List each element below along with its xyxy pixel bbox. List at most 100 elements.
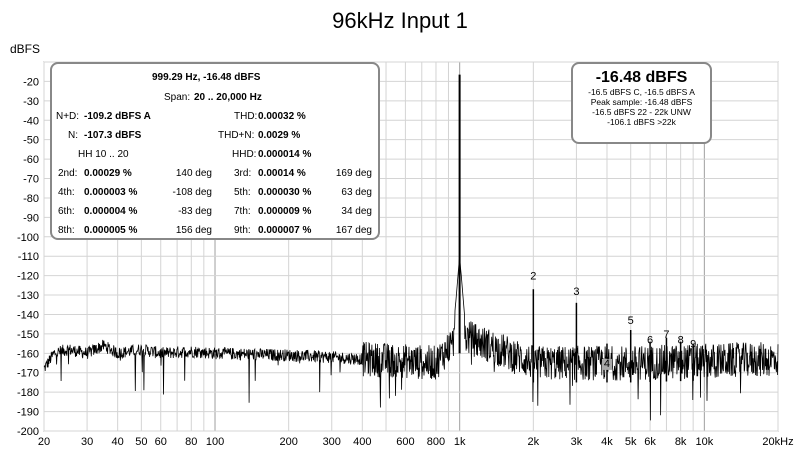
span-value: 20 .. 20,000 Hz (194, 92, 262, 103)
chart-title: 96kHz Input 1 (332, 8, 468, 33)
level-line-2: Peak sample: -16.48 dBFS (590, 97, 693, 107)
harmonic-label: 4 (604, 358, 610, 370)
harmonic-7-phase: 34 deg (341, 206, 372, 217)
harmonic-4-phase: -108 deg (172, 187, 212, 198)
y-tick-label: -20 (23, 76, 39, 88)
x-tick-label: 200 (279, 436, 297, 448)
harmonic-labels: 2 3 4 5 6 7 8 9 (530, 271, 696, 370)
x-tick-label: 400 (353, 436, 371, 448)
n-value: -107.3 dBFS (84, 130, 142, 141)
y-tick-label: -60 (23, 154, 39, 166)
harmonic-2-value: 0.00029 % (84, 168, 132, 179)
y-tick-label: -110 (18, 251, 39, 263)
x-tick-labels: 20 30 40 50 60 80 100 200 300 400 600 800 1k 2k 3k 4k 5k… (38, 436, 794, 448)
y-tick-label: -150 (17, 329, 39, 341)
harmonic-9-label: 9th: (234, 225, 251, 236)
harmonic-label: 5 (628, 315, 634, 327)
harmonic-label-bg (601, 358, 612, 370)
x-tick-label: 3k (571, 436, 583, 448)
x-tick-label: 20kHz (762, 436, 793, 448)
x-tick-label: 600 (396, 436, 414, 448)
trace-layer (43, 74, 779, 421)
nd-label: N+D: (56, 111, 80, 122)
nd-value: -109.2 dBFS A (84, 111, 151, 122)
distortion-info-box: 999.29 Hz, -16.48 dBFS Span: 20 .. 20,00… (50, 62, 380, 240)
x-tick-label: 300 (323, 436, 341, 448)
spectrum-trace (43, 257, 779, 421)
harmonic-label: 7 (663, 329, 669, 341)
y-tick-label: -190 (17, 407, 39, 419)
y-tick-label: -170 (17, 368, 39, 380)
harmonic-label: 2 (530, 271, 536, 283)
harmonic-6-label: 6th: (58, 206, 75, 217)
harmonic-8-phase: 156 deg (175, 225, 212, 236)
harmonic-label: 9 (690, 338, 696, 350)
y-tick-label: -80 (23, 193, 39, 205)
harmonic-7-label: 7th: (234, 206, 251, 217)
x-tick-label: 50 (135, 436, 147, 448)
info-header: 999.29 Hz, -16.48 dBFS (152, 72, 261, 83)
harmonic-5-label: 5th: (234, 187, 251, 198)
n-label: N: (68, 130, 78, 141)
harmonic-3-phase: 169 deg (335, 168, 372, 179)
level-main: -16.48 dBFS (595, 69, 688, 86)
x-tick-label: 2k (528, 436, 540, 448)
y-axis-label: dBFS (10, 42, 41, 56)
hhd-label: HHD: (232, 149, 257, 160)
x-tick-label: 10k (695, 436, 713, 448)
hhd-value: 0.000014 % (258, 149, 312, 160)
harmonic-9-phase: 167 deg (335, 225, 372, 236)
harmonic-4-label: 4th: (58, 187, 75, 198)
x-tick-label: 60 (155, 436, 167, 448)
x-tick-label: 800 (427, 436, 445, 448)
thd-value: 0.00032 % (258, 111, 306, 122)
thdn-label: THD+N: (218, 130, 255, 141)
harmonic-3-label: 3rd: (234, 168, 252, 179)
y-tick-label: -30 (23, 96, 39, 108)
harmonic-5-value: 0.000030 % (258, 187, 312, 198)
span-label: Span: (164, 92, 191, 103)
level-line-3: -16.5 dBFS 22 - 22k UNW (592, 107, 691, 117)
y-tick-label: -160 (17, 348, 39, 360)
x-tick-label: 20 (38, 436, 50, 448)
y-tick-label: -130 (17, 290, 39, 302)
y-tick-label: -100 (17, 232, 39, 244)
y-tick-label: -180 (17, 387, 39, 399)
harmonic-8-value: 0.000005 % (84, 225, 138, 236)
x-tick-label: 6k (644, 436, 656, 448)
y-tick-label: -40 (23, 115, 39, 127)
x-tick-label: 8k (675, 436, 687, 448)
x-tick-label: 1k (454, 436, 466, 448)
harmonic-label: 3 (573, 286, 579, 298)
harmonic-8-label: 8th: (58, 225, 75, 236)
harmonic-3-value: 0.00014 % (258, 168, 306, 179)
x-tick-label: 4k (601, 436, 613, 448)
level-readout-box: -16.48 dBFS -16.5 dBFS C, -16.5 dBFS A P… (571, 62, 712, 144)
harmonic-2-phase: 140 deg (175, 168, 212, 179)
y-tick-label: -140 (17, 309, 39, 321)
y-tick-labels: -20 -30 -40 -50 -60 -70 -80 -90 -100 -110 -120 -130… (17, 76, 39, 438)
harmonic-9-value: 0.000007 % (258, 225, 312, 236)
hh-label: HH 10 .. 20 (78, 149, 129, 160)
y-tick-label: -200 (17, 426, 39, 438)
y-tick-label: -50 (23, 135, 39, 147)
thd-label: THD: (234, 111, 258, 122)
harmonic-2-label: 2nd: (58, 168, 78, 179)
x-tick-label: 80 (185, 436, 197, 448)
harmonic-6-value: 0.000004 % (84, 206, 138, 217)
harmonic-7-value: 0.000009 % (258, 206, 312, 217)
y-tick-label: -90 (23, 212, 39, 224)
level-line-4: -106.1 dBFS >22k (607, 117, 676, 127)
thdn-value: 0.0029 % (258, 130, 301, 141)
y-tick-label: -70 (23, 174, 39, 186)
x-tick-label: 100 (206, 436, 224, 448)
harmonic-5-phase: 63 deg (341, 187, 372, 198)
level-line-1: -16.5 dBFS C, -16.5 dBFS A (588, 87, 695, 97)
y-tick-label: -120 (17, 271, 39, 283)
harmonic-4-value: 0.000003 % (84, 187, 138, 198)
harmonic-label: 8 (678, 335, 684, 347)
harmonic-6-phase: -83 deg (178, 206, 212, 217)
x-tick-label: 40 (112, 436, 124, 448)
x-tick-label: 30 (81, 436, 93, 448)
harmonic-label: 6 (647, 335, 653, 347)
